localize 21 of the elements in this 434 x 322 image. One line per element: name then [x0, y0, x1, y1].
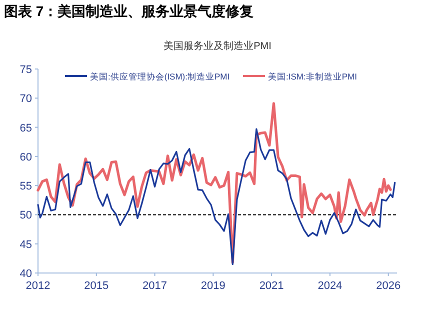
legend-label: 美国:ISM:非制造业PMI — [268, 72, 357, 82]
x-tick-label: 2017 — [142, 280, 168, 292]
chart-title: 图表 7：美国制造业、服务业景气度修复 — [4, 3, 254, 19]
y-tick-label: 60 — [20, 151, 32, 164]
chart-subtitle: 美国服务业及制造业PMI — [164, 40, 272, 52]
legend-label: 美国:供应管理协会(ISM):制造业PMI — [90, 72, 230, 82]
line-series — [36, 102, 392, 264]
x-tick-label: 2012 — [26, 280, 50, 292]
y-tick-label: 50 — [20, 210, 32, 222]
y-tick-label: 40 — [20, 268, 32, 280]
y-tick-label: 45 — [20, 238, 32, 251]
line-series — [37, 128, 396, 266]
x-tick-label: 2015 — [84, 280, 109, 292]
y-tick-label: 70 — [20, 93, 32, 106]
x-tick-label: 2019 — [200, 280, 226, 292]
x-tick-label: 2021 — [259, 280, 284, 292]
y-tick-label: 55 — [20, 180, 32, 193]
y-tick-label: 75 — [20, 64, 32, 76]
y-tick-label: 65 — [20, 122, 32, 134]
x-tick-label: 2026 — [376, 280, 401, 292]
x-tick-label: 2024 — [318, 280, 342, 292]
